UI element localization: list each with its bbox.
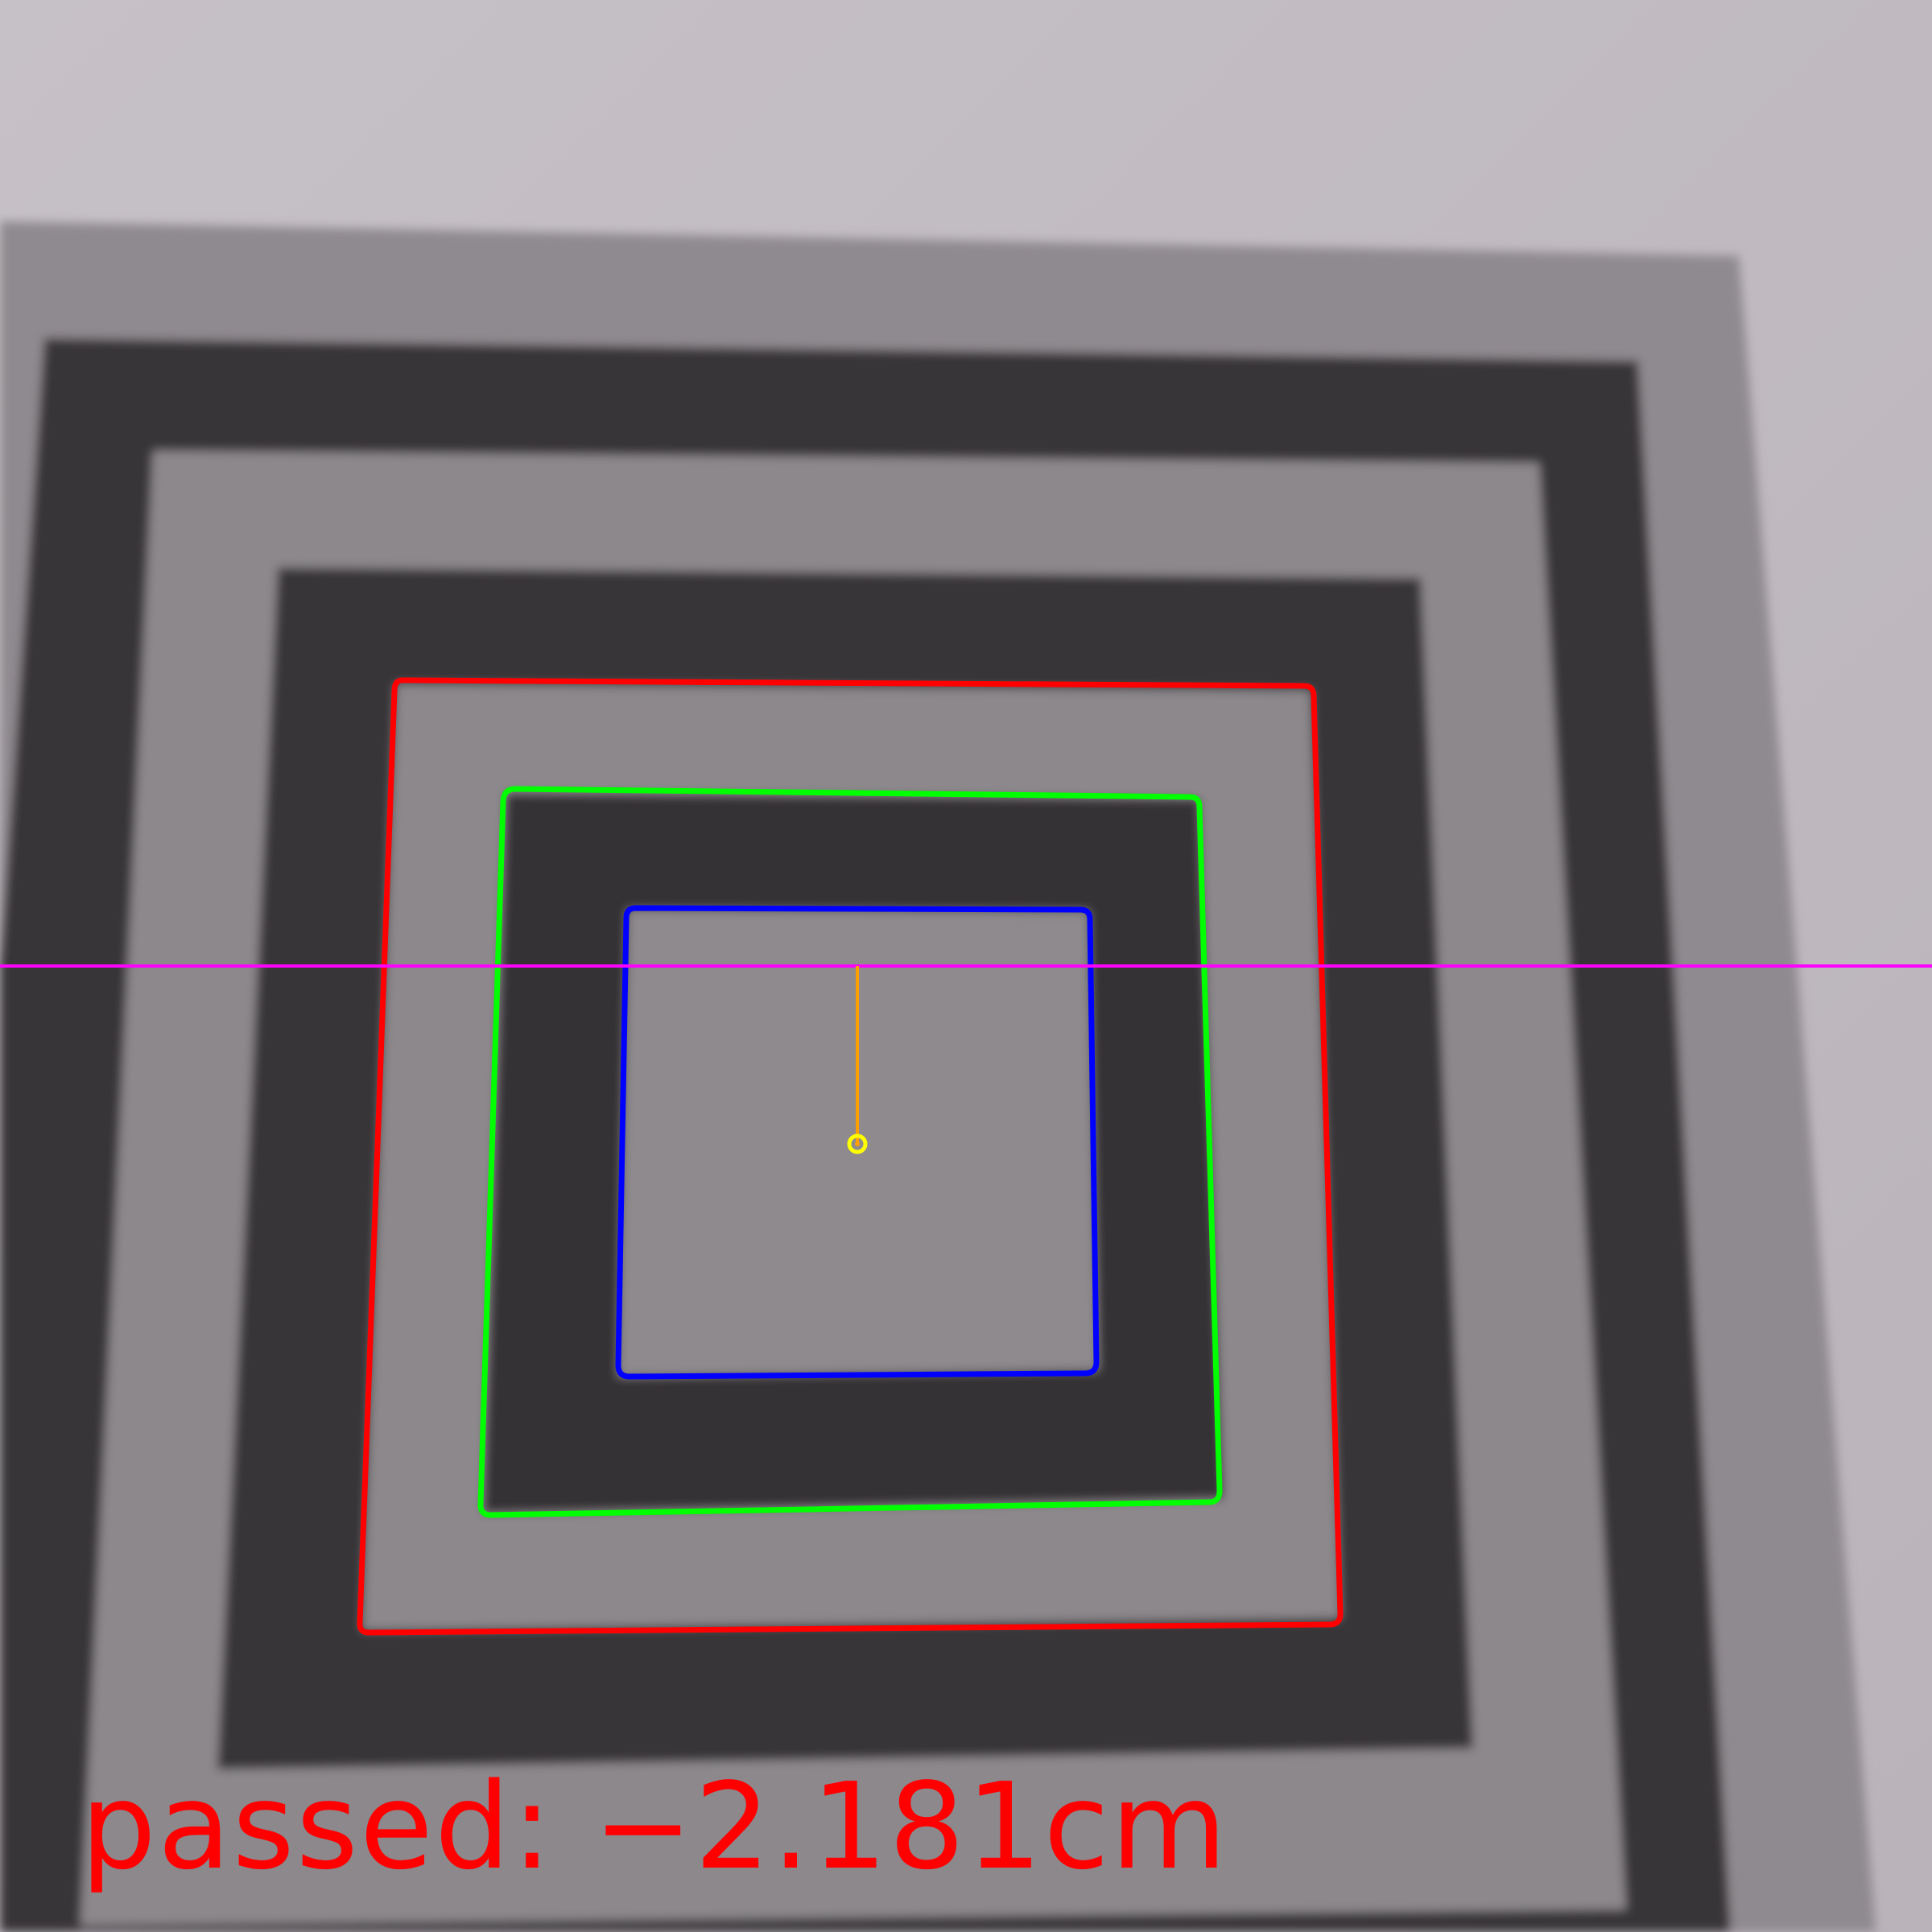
- middle-contour: [477, 786, 1223, 1518]
- result-label: passed:: [80, 1757, 554, 1896]
- center-marker: [847, 1133, 868, 1154]
- center-dot: [855, 1141, 860, 1146]
- inner-contour: [615, 905, 1100, 1380]
- result-readout: passed: −2.181cm: [80, 1767, 1228, 1886]
- printed-target: [0, 221, 1876, 1932]
- result-value: −2.181cm: [592, 1757, 1229, 1896]
- outer-contour: [357, 677, 1344, 1636]
- detection-overlay: [0, 677, 1932, 1636]
